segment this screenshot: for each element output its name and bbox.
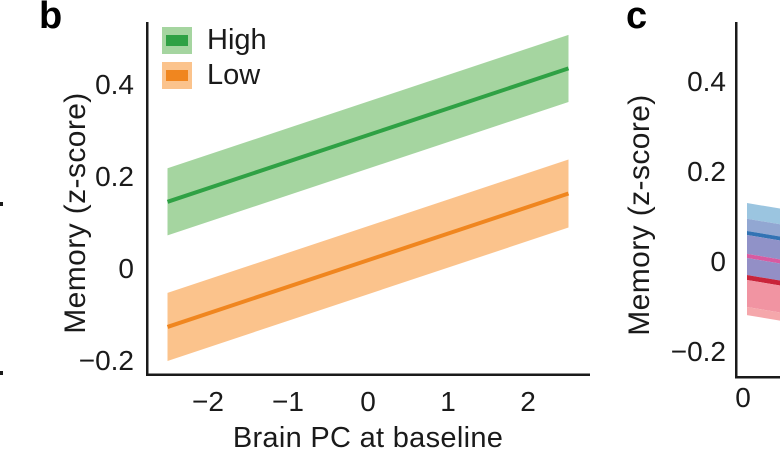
panel-b-x-axis-label: Brain PC at baseline	[232, 422, 504, 454]
cropped-tick-mark-bottom	[0, 371, 3, 375]
panel-c-ytick-0: 0	[710, 246, 726, 277]
legend-swatch-low	[162, 61, 192, 89]
panel-c-xtick-0: 0	[735, 382, 751, 413]
panel-b-xtick-0: 0	[360, 386, 376, 417]
panel-b-ytick-0.2: 0.2	[95, 161, 134, 192]
panel-b-label: b	[39, 0, 63, 37]
panel-b-xtick-1: 1	[440, 386, 456, 417]
legend-label-low: Low	[207, 59, 261, 91]
panel-c-ytick-0.2: 0.2	[687, 156, 726, 187]
panel-b-ytick-0.4: 0.4	[95, 69, 134, 100]
panel-b-legend: High Low	[162, 24, 267, 91]
legend-item-high: High	[162, 24, 267, 56]
panel-c-ytick-neg0.2: −0.2	[670, 336, 726, 367]
panel-b-ytick-neg0.2: −0.2	[78, 345, 134, 376]
legend-swatch-high	[162, 26, 192, 54]
panel-b-plot	[146, 22, 590, 376]
legend-swatch-low-line	[166, 69, 188, 81]
cropped-tick-mark-top	[0, 202, 3, 206]
legend-swatch-high-line	[166, 34, 188, 46]
panel-b-xtick-neg1: −1	[272, 386, 304, 417]
panel-b-ytick-0: 0	[118, 253, 134, 284]
panel-c-ytick-0.4: 0.4	[687, 66, 726, 97]
legend-label-high: High	[207, 24, 267, 56]
panel-b-y-axis-label: Memory (z-score)	[59, 92, 92, 334]
panel-c-label: c	[626, 0, 648, 37]
panel-b-xtick-neg2: −2	[192, 386, 224, 417]
panel-c-y-axis-label: Memory (z-score)	[623, 94, 656, 336]
panel-b-xtick-2: 2	[520, 386, 536, 417]
panel-c-plot	[735, 22, 780, 379]
legend-item-low: Low	[162, 59, 267, 91]
